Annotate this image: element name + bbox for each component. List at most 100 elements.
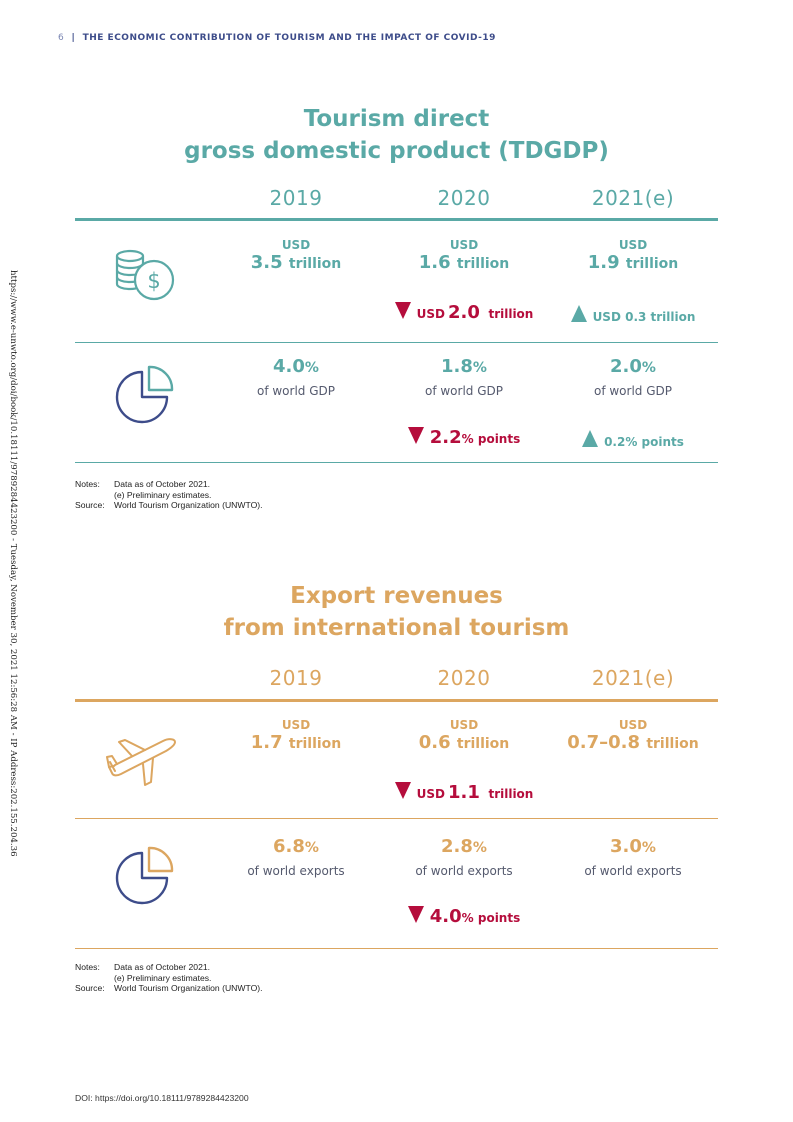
share-unit: % [641, 360, 656, 376]
tdgdp-year-2019: 2019 [269, 186, 323, 210]
exports-notes: Notes: Data as of October 2021. (e) Preli… [75, 962, 263, 994]
tdgdp-year-2020: 2020 [437, 186, 491, 210]
note-text: (e) Preliminary estimates. [114, 972, 212, 983]
down-arrow-icon [407, 427, 424, 444]
pie-chart-icon [115, 365, 174, 424]
share-label: of world GDP [256, 384, 335, 398]
exports-value-2021: USD 0.7–0.8 trillion [549, 718, 717, 755]
value-unit: USD [281, 238, 311, 252]
tdgdp-value-2021: USD 1.9 trillion [549, 238, 717, 275]
share-label: of world exports [247, 864, 345, 878]
share-value: 2.0 [610, 356, 642, 377]
share-value: 6.8 [273, 836, 305, 857]
change-value: 1.1 [447, 782, 480, 803]
share-label: of world exports [584, 864, 682, 878]
change-suffix: trillion [488, 787, 534, 801]
exports-value-2020: USD 0.6 trillion [380, 718, 548, 755]
value-unit: USD [281, 718, 311, 732]
tdgdp-value-2020: USD 1.6 trillion [380, 238, 548, 275]
value-unit: USD [449, 718, 479, 732]
exports-header-rule [75, 699, 718, 702]
tdgdp-share-2021: 2.0% of world GDP [549, 356, 717, 399]
share-value: 2.8 [441, 836, 473, 857]
source-label: Source: [75, 500, 105, 511]
value-suffix: trillion [625, 256, 679, 272]
exports-year-2020: 2020 [437, 666, 491, 690]
tdgdp-change-2021: USD 0.3 trillion [549, 305, 717, 325]
tdgdp-header-rule [75, 218, 718, 221]
value-number: 0.6 [418, 732, 451, 753]
value-unit: USD [618, 718, 648, 732]
share-label: of world GDP [424, 384, 503, 398]
change-suffix: % points [461, 911, 521, 925]
value-number: 3.5 [250, 252, 283, 273]
change-value: 2.0 [447, 302, 480, 323]
change-prefix: USD [416, 307, 445, 321]
share-unit: % [641, 840, 656, 856]
down-arrow-icon [394, 302, 411, 319]
change-value: 4.0 [429, 906, 462, 927]
exports-share-2019: 6.8% of world exports [212, 836, 380, 879]
value-suffix: trillion [456, 736, 510, 752]
exports-share-2021: 3.0% of world exports [549, 836, 717, 879]
change-text: 0.2% points [604, 435, 684, 449]
svg-text:$: $ [147, 269, 160, 293]
share-unit: % [472, 360, 487, 376]
share-value: 4.0 [273, 356, 305, 377]
exports-year-2019: 2019 [269, 666, 323, 690]
notes-label: Notes: [75, 962, 100, 972]
source-text: World Tourism Organization (UNWTO). [114, 500, 263, 511]
share-label: of world exports [415, 864, 513, 878]
tdgdp-share-2020: 1.8% of world GDP [380, 356, 548, 399]
down-arrow-icon [407, 906, 424, 923]
exports-value-2019: USD 1.7 trillion [212, 718, 380, 755]
exports-share-2020: 2.8% of world exports [380, 836, 548, 879]
tdgdp-share-change-2021: 0.2% points [549, 430, 717, 450]
exports-row-rule [75, 818, 718, 819]
doi-link[interactable]: DOI: https://doi.org/10.18111/9789284423… [75, 1093, 249, 1103]
exports-title: Export revenues from international touri… [0, 580, 793, 644]
coins-dollar-icon: $ [115, 249, 175, 301]
exports-bottom-rule [75, 948, 718, 949]
value-number: 0.7–0.8 [567, 732, 641, 753]
share-value: 1.8 [441, 356, 473, 377]
change-value: 2.2 [429, 427, 462, 448]
note-text: (e) Preliminary estimates. [114, 489, 212, 500]
exports-year-2021: 2021(e) [591, 666, 675, 690]
tdgdp-title: Tourism direct gross domestic product (T… [0, 103, 793, 167]
change-suffix: trillion [488, 307, 534, 321]
share-label: of world GDP [593, 384, 672, 398]
value-number: 1.7 [250, 732, 283, 753]
exports-change-2020: USD 1.1 trillion [380, 782, 548, 803]
exports-title-line2: from international tourism [223, 615, 570, 641]
change-prefix: USD [416, 787, 445, 801]
change-suffix: % points [461, 432, 521, 446]
value-suffix: trillion [288, 256, 342, 272]
value-suffix: trillion [456, 256, 510, 272]
share-unit: % [304, 360, 319, 376]
tdgdp-year-2021: 2021(e) [591, 186, 675, 210]
header-title: THE ECONOMIC CONTRIBUTION OF TOURISM AND… [82, 33, 496, 43]
source-text: World Tourism Organization (UNWTO). [114, 983, 263, 994]
tdgdp-title-line2: gross domestic product (TDGDP) [184, 138, 609, 164]
share-unit: % [472, 840, 487, 856]
header-separator: | [71, 33, 76, 43]
note-text: Data as of October 2021. [114, 479, 211, 489]
share-unit: % [304, 840, 319, 856]
notes-label: Notes: [75, 479, 100, 489]
up-arrow-icon [570, 305, 587, 322]
download-stamp-text: https://www.e-unwto.org/doi/book/10.1811… [8, 270, 18, 857]
tdgdp-row-rule [75, 342, 718, 343]
download-stamp: https://www.e-unwto.org/doi/book/10.1811… [4, 270, 18, 857]
source-label: Source: [75, 983, 105, 994]
up-arrow-icon [582, 430, 599, 447]
value-suffix: trillion [646, 736, 699, 752]
tdgdp-share-change-2020: 2.2% points [380, 427, 548, 448]
value-unit: USD [449, 238, 479, 252]
exports-share-change-2020: 4.0% points [380, 906, 548, 927]
page-number: 6 [58, 33, 65, 43]
tdgdp-share-2019: 4.0% of world GDP [212, 356, 380, 399]
value-number: 1.6 [418, 252, 451, 273]
airplane-icon [106, 738, 176, 786]
share-value: 3.0 [610, 836, 642, 857]
